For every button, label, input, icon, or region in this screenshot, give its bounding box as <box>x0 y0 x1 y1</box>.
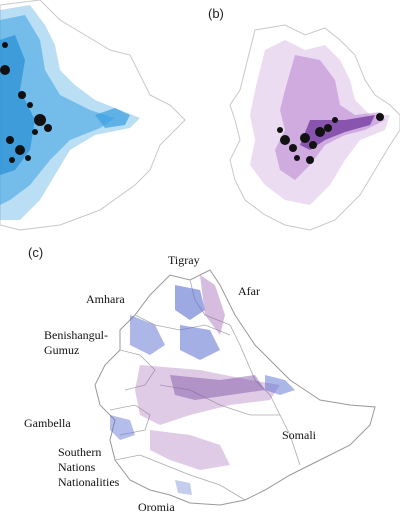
panel-a-hotspots <box>0 42 52 163</box>
panel-b-outline <box>229 24 400 231</box>
panel-c-outline <box>94 269 376 506</box>
region-label-somali: Somali <box>282 428 317 442</box>
region-label-oromia: Oromia <box>138 500 175 514</box>
region-label-snnp-line1: Southern <box>58 445 102 459</box>
region-label-afar: Afar <box>238 284 260 298</box>
region-label-snnp-line3: Nationalities <box>58 475 120 489</box>
region-label-gambella: Gambella <box>24 416 71 430</box>
region-label-amhara: Amhara <box>86 292 125 306</box>
region-label-benishangul-line1: Benishangul- <box>44 328 108 342</box>
panel-b-hotspots <box>277 113 384 164</box>
panel-a-map <box>0 0 195 235</box>
region-label-benishangul-line2: Gumuz <box>44 343 80 357</box>
region-label-tigray: Tigray <box>168 253 200 267</box>
panel-a-outline <box>0 0 186 231</box>
panel-c-label: (c) <box>28 245 44 260</box>
panel-b-map <box>225 20 400 235</box>
region-label-snnp-line2: Nations <box>58 460 96 474</box>
panel-c-map <box>80 255 380 516</box>
panel-b-label: (b) <box>208 6 224 21</box>
